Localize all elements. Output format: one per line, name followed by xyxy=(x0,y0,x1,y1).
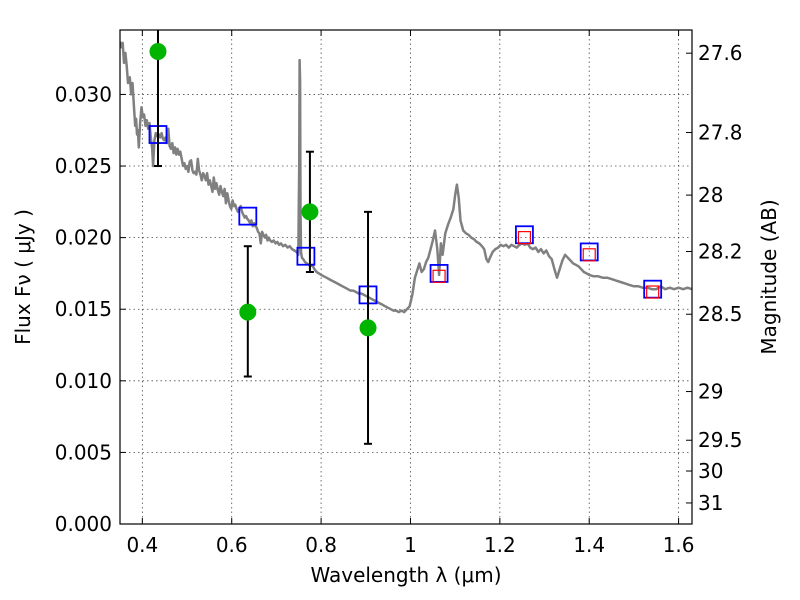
spectrum-line xyxy=(120,41,692,314)
upper-limit-marker xyxy=(517,231,532,245)
upper-limit-marker xyxy=(646,285,660,299)
y-tick-label: 0.020 xyxy=(55,226,112,250)
x-axis-label: Wavelength λ (μm) xyxy=(310,563,501,587)
observed-flux-point xyxy=(239,303,257,321)
x-tick-label: 1.6 xyxy=(663,533,695,557)
y-tick-label: 0.015 xyxy=(55,297,112,321)
right-tick-label: 30 xyxy=(698,459,723,483)
right-tick-label: 31 xyxy=(698,491,723,515)
right-tick-label: 27.6 xyxy=(698,41,743,65)
observed-flux-point xyxy=(359,319,377,337)
x-tick-label: 0.8 xyxy=(305,533,337,557)
upper-limit-marker xyxy=(582,248,596,262)
model-photometry-marker xyxy=(238,206,258,226)
right-tick-label: 28.5 xyxy=(698,302,743,326)
x-tick-label: 1.2 xyxy=(484,533,516,557)
upper-limit-marker xyxy=(432,269,446,283)
y-tick-label: 0.025 xyxy=(55,154,112,178)
x-tick-label: 0.6 xyxy=(216,533,248,557)
model-photometry-marker xyxy=(296,246,316,266)
y-tick-label: 0.005 xyxy=(55,440,112,464)
y-axis-label: Flux Fν ( μJy ) xyxy=(11,209,35,345)
plot-frame xyxy=(119,29,693,525)
x-tick-label: 1.4 xyxy=(573,533,605,557)
right-tick-label: 27.8 xyxy=(698,121,743,145)
right-tick-label: 28 xyxy=(698,183,723,207)
right-axis-label: Magnitude (AB) xyxy=(757,199,781,354)
observed-flux-point xyxy=(301,203,319,221)
observed-flux-point xyxy=(149,42,167,60)
y-tick-label: 0.030 xyxy=(55,82,112,106)
x-tick-label: 0.4 xyxy=(126,533,158,557)
right-tick-label: 29 xyxy=(698,380,723,404)
right-tick-label: 29.5 xyxy=(698,428,743,452)
plot-area xyxy=(120,30,692,445)
y-tick-label: 0.000 xyxy=(55,512,112,536)
right-tick-label: 28.2 xyxy=(698,240,743,264)
y-tick-label: 0.010 xyxy=(55,369,112,393)
x-tick-label: 1 xyxy=(404,533,417,557)
axis-ticks: 0.4 0.6 0.8 1 1.2 1.4 1.6 0.000 0.005 0.010 0.015 0… xyxy=(55,30,743,557)
